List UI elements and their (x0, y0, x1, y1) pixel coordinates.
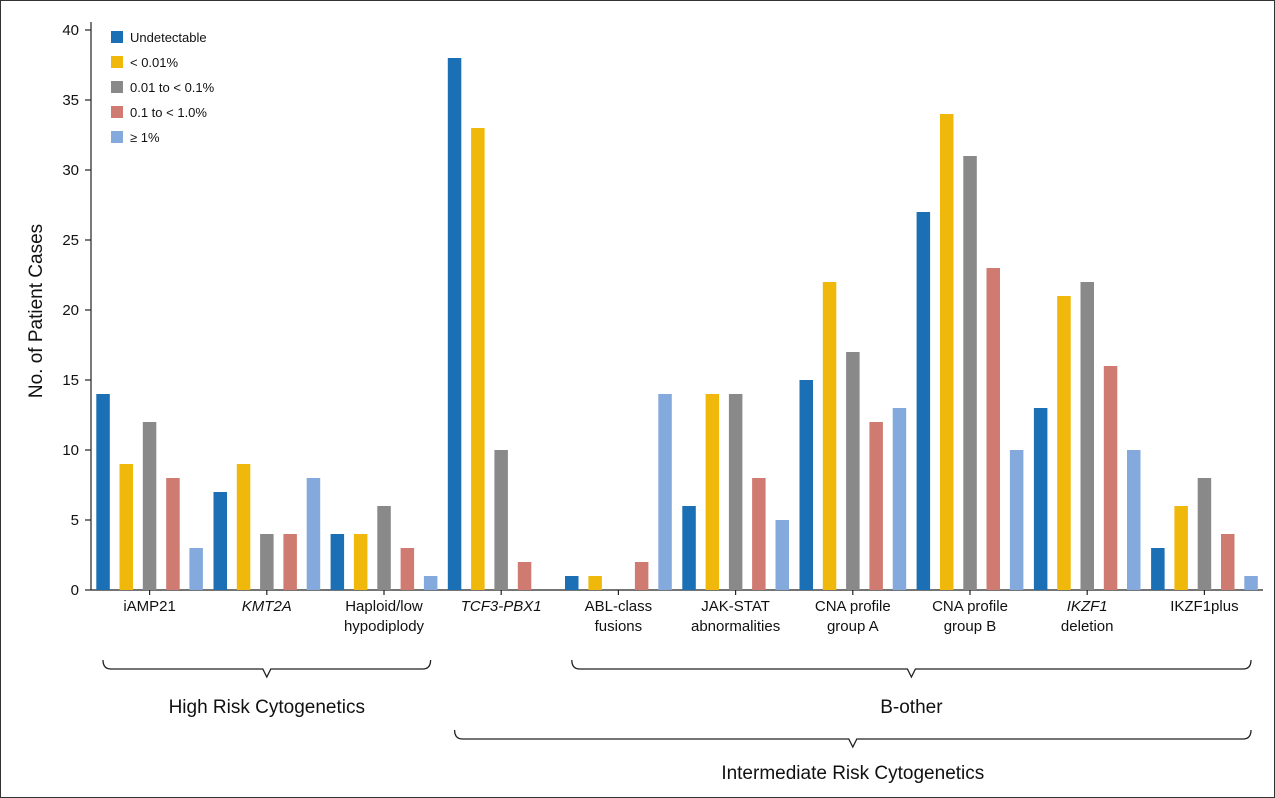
category-label: iAMP21 (123, 598, 176, 615)
category-label: IKZF1 (1067, 598, 1108, 615)
bar (1103, 366, 1118, 590)
bar (260, 534, 274, 590)
legend: Undetectable < 0.01% 0.01 to < 0.1% 0.1 to … (111, 30, 215, 145)
y-tick-label: 35 (62, 92, 79, 109)
y-axis-ticks: 0 5 10 15 20 25 30 35 40 (62, 22, 91, 599)
group-bracket (571, 659, 1252, 679)
x-axis-category-labels: iAMP21 KMT2A Haploid/low hypodiplody TCF3-PB… (123, 598, 1238, 635)
bar (96, 394, 110, 590)
bar (1197, 478, 1212, 590)
bar (658, 394, 672, 590)
y-tick-label: 30 (62, 162, 79, 179)
legend-label: 0.01 to < 0.1% (130, 80, 215, 95)
bar (330, 534, 345, 590)
bar (799, 380, 813, 590)
bar (846, 352, 860, 590)
bar (565, 576, 579, 590)
bar (1127, 450, 1141, 590)
group-bracket (453, 729, 1252, 749)
category-label: CNA profile (815, 598, 891, 615)
bar (822, 282, 837, 590)
legend-label: 0.1 to < 1.0% (130, 105, 207, 120)
bar (869, 422, 883, 590)
legend-label: < 0.01% (130, 55, 179, 70)
bar (1009, 450, 1024, 590)
legend-label: ≥ 1% (130, 130, 160, 145)
category-label: ABL-class (585, 598, 653, 615)
category-label: JAK-STAT (701, 598, 770, 615)
y-tick-label: 25 (62, 232, 79, 249)
bar (986, 268, 1000, 590)
y-axis-title: No. of Patient Cases (26, 224, 47, 398)
bar (728, 394, 743, 590)
bar (1057, 296, 1071, 590)
bar (588, 576, 602, 590)
y-tick-label: 5 (71, 512, 79, 529)
bar (213, 492, 227, 590)
group-bracket (102, 659, 432, 679)
category-label: IKZF1plus (1170, 598, 1238, 615)
bar (963, 156, 977, 590)
bar (353, 534, 368, 590)
bar (142, 422, 157, 590)
bar (494, 450, 508, 590)
bar (705, 394, 720, 590)
category-label: deletion (1061, 618, 1114, 635)
bar (1174, 506, 1188, 590)
bar (1080, 282, 1094, 590)
category-label: CNA profile (932, 598, 1008, 615)
bar (1221, 534, 1235, 590)
category-label: TCF3-PBX1 (461, 598, 542, 615)
bar (471, 128, 485, 590)
category-group-brackets: High Risk Cytogenetics B-other Intermediat… (102, 659, 1252, 784)
legend-swatch (111, 81, 123, 93)
bar (119, 464, 133, 590)
legend-label: Undetectable (130, 30, 207, 45)
bar (940, 114, 954, 590)
legend-swatch (111, 131, 123, 143)
category-label: abnormalities (691, 618, 780, 635)
group-label: High Risk Cytogenetics (169, 697, 365, 718)
bar (1151, 548, 1165, 590)
group-label: B-other (880, 697, 943, 718)
bar (752, 478, 766, 590)
category-label: KMT2A (242, 598, 292, 615)
group-label: Intermediate Risk Cytogenetics (721, 763, 984, 784)
bar (283, 534, 297, 590)
legend-swatch (111, 56, 123, 68)
bar (236, 464, 251, 590)
y-tick-label: 40 (62, 22, 79, 39)
bar (400, 548, 415, 590)
bar (189, 548, 203, 590)
category-label: Haploid/low (345, 598, 423, 615)
category-label: hypodiplody (344, 618, 425, 635)
bar (517, 562, 532, 590)
y-tick-label: 15 (62, 372, 79, 389)
bar (1033, 408, 1048, 590)
bar (377, 506, 391, 590)
bar (166, 478, 180, 590)
bar (916, 212, 931, 590)
y-tick-label: 0 (71, 582, 79, 599)
bar (892, 408, 907, 590)
category-label: group B (944, 618, 997, 635)
bar (775, 520, 789, 590)
y-tick-label: 20 (62, 302, 79, 319)
bar (1244, 576, 1258, 590)
category-label: group A (827, 618, 879, 635)
bar (682, 506, 696, 590)
y-tick-label: 10 (62, 442, 79, 459)
legend-swatch (111, 31, 123, 43)
bar (447, 58, 462, 590)
bar (423, 576, 438, 590)
bar (634, 562, 649, 590)
category-label: fusions (595, 618, 643, 635)
legend-swatch (111, 106, 123, 118)
bars (96, 58, 1258, 595)
bar (306, 478, 321, 590)
